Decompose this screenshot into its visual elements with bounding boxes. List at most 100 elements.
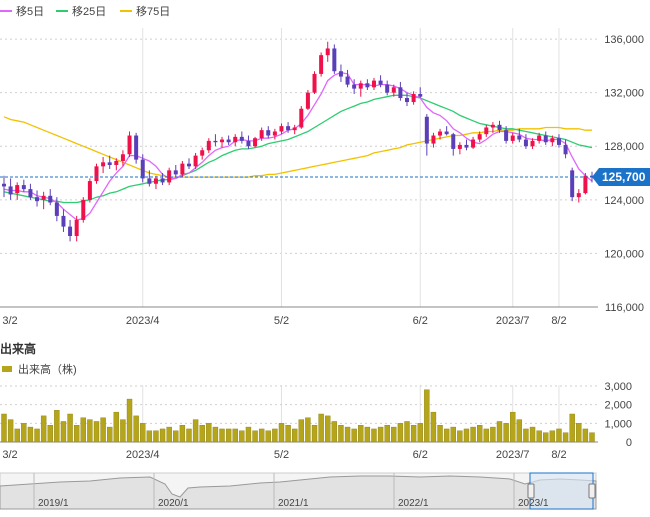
price-tick-label: 116,000	[605, 302, 644, 314]
candle-body	[312, 73, 317, 93]
volume-bar	[503, 423, 509, 443]
candlesticks	[2, 41, 594, 242]
volume-bar	[159, 428, 166, 443]
volume-bar	[529, 426, 536, 443]
volume-bar	[140, 423, 146, 443]
legend-label-ma75[interactable]: 移75日	[136, 5, 170, 18]
volume-bar	[258, 428, 265, 443]
last-price-label: 125,700	[602, 170, 646, 184]
volume-bar	[93, 421, 100, 443]
candle-body	[193, 155, 198, 167]
price-gridlines	[0, 28, 598, 308]
volume-bar	[60, 421, 67, 443]
volume-bar	[192, 419, 199, 443]
candle-body	[345, 76, 350, 85]
candle-body	[523, 139, 528, 147]
volume-bar	[153, 430, 159, 443]
candle-body	[504, 130, 509, 141]
candle-body	[226, 139, 231, 143]
candle-body	[140, 159, 145, 179]
volume-bar	[100, 417, 106, 443]
candle-body	[153, 178, 158, 184]
volume-bar	[450, 426, 456, 443]
candle-body	[279, 126, 284, 132]
ma5-line	[3, 71, 593, 221]
volume-bar	[391, 426, 397, 443]
volume-bar	[457, 430, 463, 443]
volume-bar	[338, 425, 344, 443]
price-x-tick-label: 2023/7	[496, 315, 530, 327]
candle-body	[583, 175, 588, 194]
volume-bar	[21, 423, 27, 443]
candle-body	[54, 202, 59, 216]
navigator-year-label: 2021/1	[278, 498, 309, 509]
candle-body	[167, 170, 172, 183]
navigator-year-label: 2022/1	[398, 498, 429, 509]
volume-bar	[34, 428, 40, 443]
price-tick-label: 128,000	[604, 141, 644, 153]
candle-body	[74, 219, 79, 236]
price-y-axis: 116,000 120,000 124,000 128,000 132,000 136,0…	[604, 34, 644, 314]
navigator-left-handle[interactable]	[527, 483, 535, 499]
volume-bar	[232, 428, 238, 443]
volume-bar	[470, 426, 476, 443]
volume-bar	[179, 425, 186, 443]
candle-body	[365, 83, 370, 88]
candle-body	[391, 87, 396, 93]
volume-bar	[417, 423, 423, 443]
candle-body	[41, 195, 46, 200]
candle-body	[451, 134, 456, 149]
legend-label-ma25[interactable]: 移25日	[72, 5, 106, 18]
candle-body	[127, 135, 132, 155]
price-x-tick-label: 3/2	[2, 315, 17, 327]
volume-bar	[219, 428, 225, 443]
candle-body	[338, 71, 343, 77]
volume-legend-label[interactable]: 出来高（株)	[18, 362, 77, 376]
candle-body	[233, 136, 238, 143]
price-tick-label: 132,000	[604, 88, 644, 100]
candle-body	[352, 84, 357, 89]
volume-tick-label: 0	[626, 437, 632, 449]
volume-bar	[27, 426, 34, 443]
candle-body	[266, 130, 271, 136]
volume-bar	[443, 428, 450, 443]
volume-bar	[536, 430, 542, 443]
candle-body	[107, 162, 112, 165]
price-x-tick-label: 2023/4	[126, 315, 160, 327]
volume-x-tick-label: 5/2	[274, 449, 289, 461]
volume-bar	[490, 426, 496, 443]
volume-bar	[404, 421, 410, 443]
volume-bar	[239, 430, 245, 443]
navigator-year-label: 2019/1	[38, 498, 69, 509]
volume-legend-swatch	[2, 366, 12, 372]
volume-x-tick-label: 6/2	[413, 449, 428, 461]
chart-legend: 移5日 移25日 移75日	[0, 5, 170, 18]
ma75-line	[3, 116, 592, 178]
candle-body	[517, 135, 522, 140]
volume-y-axis: 0 1,000 2,000 3,000	[604, 381, 632, 449]
volume-bar	[384, 425, 390, 443]
volume-bar	[510, 411, 516, 443]
price-x-tick-label: 8/2	[551, 315, 566, 327]
volume-bar	[54, 410, 60, 443]
navigator-year-label: 2023/1	[518, 498, 549, 509]
candle-body	[15, 185, 20, 194]
volume-bar	[113, 411, 120, 443]
candle-body	[200, 150, 205, 156]
candle-body	[371, 80, 376, 88]
volume-bar	[14, 428, 20, 443]
volume-bar	[325, 415, 331, 443]
legend-label-ma5[interactable]: 移5日	[16, 5, 44, 18]
volume-bar	[87, 419, 93, 443]
volume-bar	[582, 428, 589, 443]
candle-body	[94, 166, 99, 182]
volume-bar	[133, 415, 139, 443]
navigator-right-handle[interactable]	[588, 483, 596, 499]
candle-body	[206, 140, 211, 151]
price-x-tick-label: 6/2	[413, 315, 428, 327]
navigator[interactable]: 2019/1 2020/1 2021/1 2022/1 2023/1	[0, 472, 597, 510]
candle-body	[490, 124, 495, 128]
candle-body	[21, 185, 26, 190]
navigator-year-label: 2020/1	[158, 498, 189, 509]
